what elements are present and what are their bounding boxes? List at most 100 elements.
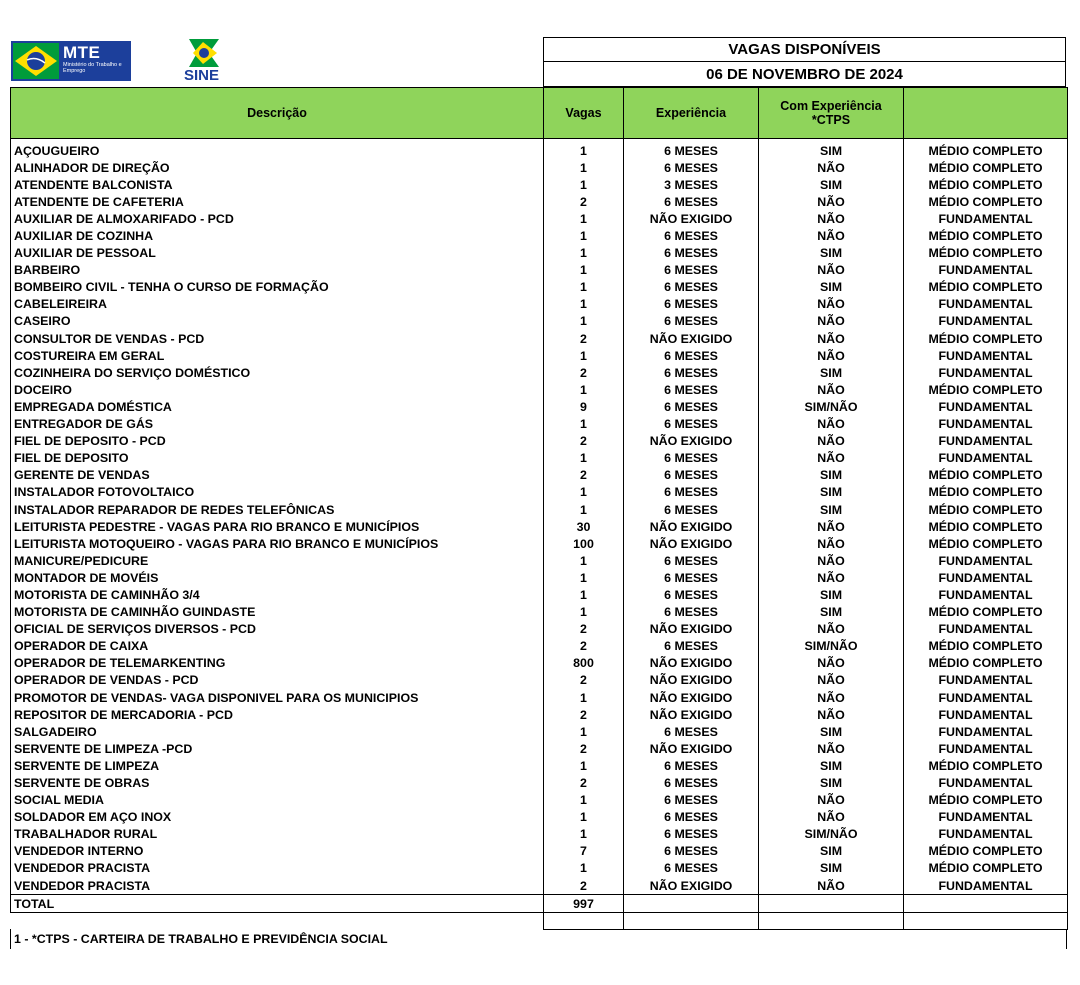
cell-experiencia: 6 MESES (623, 261, 759, 279)
sine-label: SINE (184, 67, 220, 84)
cell-experiencia: 6 MESES (623, 723, 759, 741)
cell-experiencia: 6 MESES (623, 552, 759, 570)
table-row: AUXILIAR DE COZINHA 1 6 MESES NÃO MÉDIO COMP… (10, 227, 1068, 245)
cell-descricao: BOMBEIRO CIVIL - TENHA O CURSO DE FORMAÇ… (10, 278, 544, 296)
table-row: ENTREGADOR DE GÁS 1 6 MESES NÃO FUNDAMENTAL (10, 415, 1068, 433)
table-row: VENDEDOR INTERNO 7 6 MESES SIM MÉDIO COMPLET… (10, 842, 1068, 860)
cell-ctps: SIM/NÃO (758, 637, 904, 655)
cell-descricao: OPERADOR DE TELEMARKENTING (10, 654, 544, 672)
table-row: DOCEIRO 1 6 MESES NÃO MÉDIO COMPLETO (10, 381, 1068, 399)
cell-descricao: MOTORISTA DE CAMINHÃO 3/4 (10, 586, 544, 604)
col-header-vagas: Vagas (543, 87, 624, 139)
cell-vagas: 1 (543, 689, 624, 707)
table-row: AUXILIAR DE ALMOXARIFADO - PCD 1 NÃO EXIGI… (10, 210, 1068, 228)
cell-experiencia: 6 MESES (623, 159, 759, 177)
cell-vagas: 1 (543, 159, 624, 177)
table-row: LEITURISTA PEDESTRE - VAGAS PARA RIO BRA… (10, 518, 1068, 536)
total-empty-cell (758, 894, 904, 914)
cell-escolaridade: FUNDAMENTAL (903, 312, 1068, 331)
cell-experiencia: 6 MESES (623, 483, 759, 501)
cell-experiencia: 6 MESES (623, 312, 759, 331)
blank-cell (758, 912, 904, 931)
cell-ctps: NÃO (758, 415, 904, 433)
cell-escolaridade: FUNDAMENTAL (903, 740, 1068, 758)
cell-experiencia: 6 MESES (623, 449, 759, 467)
cell-ctps: NÃO (758, 689, 904, 707)
cell-vagas: 1 (543, 808, 624, 826)
cell-ctps: NÃO (758, 159, 904, 177)
cell-escolaridade: MÉDIO COMPLETO (903, 159, 1068, 177)
cell-descricao: DOCEIRO (10, 381, 544, 399)
cell-descricao: OFICIAL DE SERVIÇOS DIVERSOS - PCD (10, 620, 544, 638)
footnote: 1 - *CTPS - CARTEIRA DE TRABALHO E PREVI… (10, 929, 1067, 949)
cell-experiencia: 6 MESES (623, 637, 759, 655)
cell-ctps: NÃO (758, 193, 904, 211)
table-row: INSTALADOR REPARADOR DE REDES TELEFÔNICA… (10, 500, 1068, 519)
job-rows: AÇOUGUEIRO 1 6 MESES SIM MÉDIO COMPLETO ALINH… (10, 138, 1068, 895)
col-header-experiencia: Experiência (623, 87, 759, 139)
cell-experiencia: 6 MESES (623, 295, 759, 313)
cell-descricao: INSTALADOR REPARADOR DE REDES TELEFÔNICA… (10, 500, 544, 519)
table-row: MANICURE/PEDICURE 1 6 MESES NÃO FUNDAMENTAL (10, 552, 1068, 570)
total-row: TOTAL 997 (10, 894, 1068, 914)
cell-vagas: 2 (543, 330, 624, 348)
table-row: SERVENTE DE LIMPEZA 1 6 MESES SIM MÉDIO COMP… (10, 757, 1068, 775)
cell-descricao: EMPREGADA DOMÉSTICA (10, 398, 544, 416)
cell-vagas: 2 (543, 637, 624, 655)
cell-escolaridade: FUNDAMENTAL (903, 449, 1068, 467)
cell-descricao: MOTORISTA DE CAMINHÃO GUINDASTE (10, 603, 544, 621)
cell-descricao: REPOSITOR DE MERCADORIA - PCD (10, 706, 544, 724)
cell-descricao: VENDEDOR INTERNO (10, 842, 544, 860)
cell-ctps: SIM (758, 176, 904, 194)
table-row: MOTORISTA DE CAMINHÃO 3/4 1 6 MESES SIM FUND… (10, 586, 1068, 604)
table-row: SOCIAL MEDIA 1 6 MESES NÃO MÉDIO COMPLETO (10, 791, 1068, 809)
blank-cell (543, 912, 624, 931)
cell-escolaridade: MÉDIO COMPLETO (903, 654, 1068, 672)
cell-vagas: 1 (543, 483, 624, 501)
cell-ctps: NÃO (758, 671, 904, 689)
cell-escolaridade: MÉDIO COMPLETO (903, 227, 1068, 245)
total-value: 997 (543, 894, 624, 914)
cell-descricao: SERVENTE DE OBRAS (10, 774, 544, 792)
cell-experiencia: 6 MESES (623, 227, 759, 245)
cell-ctps: NÃO (758, 877, 904, 895)
cell-vagas: 2 (543, 466, 624, 484)
cell-descricao: CASEIRO (10, 312, 544, 331)
cell-experiencia: NÃO EXIGIDO (623, 620, 759, 638)
blank-cell (10, 912, 544, 930)
blank-cell (623, 912, 759, 931)
table-row: SERVENTE DE OBRAS 2 6 MESES SIM FUNDAMENTAL (10, 774, 1068, 792)
cell-ctps: SIM/NÃO (758, 398, 904, 416)
table-row: OPERADOR DE VENDAS - PCD 2 NÃO EXIGIDO NÃO F… (10, 671, 1068, 689)
cell-vagas: 1 (543, 552, 624, 570)
cell-ctps: NÃO (758, 620, 904, 638)
cell-escolaridade: FUNDAMENTAL (903, 569, 1068, 587)
cell-vagas: 800 (543, 654, 624, 672)
cell-escolaridade: MÉDIO COMPLETO (903, 500, 1068, 519)
cell-experiencia: NÃO EXIGIDO (623, 689, 759, 707)
cell-ctps: NÃO (758, 261, 904, 279)
cell-ctps: SIM (758, 364, 904, 382)
cell-ctps: SIM (758, 500, 904, 519)
cell-escolaridade: MÉDIO COMPLETO (903, 757, 1068, 775)
cell-ctps: SIM (758, 859, 904, 878)
cell-experiencia: NÃO EXIGIDO (623, 654, 759, 672)
cell-experiencia: 6 MESES (623, 466, 759, 484)
cell-ctps: NÃO (758, 535, 904, 553)
cell-ctps: NÃO (758, 706, 904, 724)
cell-ctps: SIM (758, 586, 904, 604)
cell-vagas: 1 (543, 347, 624, 365)
cell-descricao: BARBEIRO (10, 261, 544, 279)
table-row: MONTADOR DE MOVÉIS 1 6 MESES NÃO FUNDAMENTAL (10, 569, 1068, 587)
cell-ctps: NÃO (758, 569, 904, 587)
cell-ctps: NÃO (758, 347, 904, 365)
cell-experiencia: 6 MESES (623, 774, 759, 792)
cell-descricao: TRABALHADOR RURAL (10, 825, 544, 843)
cell-ctps: NÃO (758, 210, 904, 228)
cell-ctps: SIM (758, 483, 904, 501)
cell-vagas: 1 (543, 312, 624, 331)
total-label: TOTAL (10, 894, 544, 914)
cell-escolaridade: FUNDAMENTAL (903, 295, 1068, 313)
table-row: BOMBEIRO CIVIL - TENHA O CURSO DE FORMAÇ… (10, 278, 1068, 296)
table-row: MOTORISTA DE CAMINHÃO GUINDASTE 1 6 MESES S… (10, 603, 1068, 621)
